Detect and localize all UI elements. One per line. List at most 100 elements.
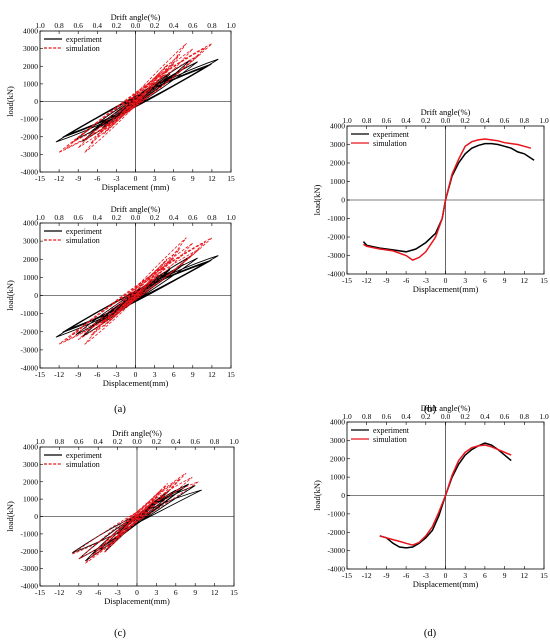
y-tick-label: -1000 bbox=[21, 115, 39, 124]
figure-caption: (a) bbox=[114, 404, 126, 415]
chart-d: -15 -12 -9 -6 -3 0 3 6 9 12 15 1.0 0.8 0.6 0.4 0.2 0.0 0.… bbox=[312, 403, 549, 589]
top-tick-label: 0.4 bbox=[94, 437, 104, 446]
top-tick-label: 0.2 bbox=[112, 21, 122, 30]
x-tick-label: -9 bbox=[383, 276, 389, 285]
top-tick-label: 0.6 bbox=[188, 21, 198, 30]
x-tick-label: 12 bbox=[208, 370, 216, 379]
top-tick-label: 1.0 bbox=[342, 412, 352, 421]
x-tick-label: 9 bbox=[191, 174, 195, 183]
x-tick-label: -6 bbox=[403, 571, 409, 580]
top-axis-label: Drift angle(%) bbox=[111, 12, 161, 22]
x-tick-label: 15 bbox=[540, 276, 548, 285]
x-tick-label: 9 bbox=[191, 370, 195, 379]
simulation-series-line bbox=[363, 138, 532, 261]
x-tick-label: 0 bbox=[134, 370, 138, 379]
y-tick-label: 2000 bbox=[23, 62, 38, 71]
y-tick-label: 3000 bbox=[23, 460, 38, 469]
y-tick-label: 1000 bbox=[23, 273, 38, 282]
y-tick-label: 4000 bbox=[330, 418, 345, 427]
top-tick-label: 0.6 bbox=[191, 437, 201, 446]
top-tick-label: 0.4 bbox=[401, 412, 411, 421]
y-tick-label: 2000 bbox=[330, 454, 345, 463]
y-tick-label: 0 bbox=[34, 291, 38, 300]
y-tick-label: -3000 bbox=[328, 251, 346, 260]
x-tick-label: 0 bbox=[444, 571, 448, 580]
y-axis-label: load(kN) bbox=[312, 480, 322, 511]
x-tick-label: 15 bbox=[540, 571, 548, 580]
x-tick-label: 0 bbox=[444, 276, 448, 285]
x-tick-label: -3 bbox=[423, 571, 429, 580]
x-tick-label: -3 bbox=[114, 588, 120, 597]
legend-label: simulation bbox=[66, 460, 100, 469]
figure-caption: (c) bbox=[114, 628, 126, 639]
y-tick-label: -1000 bbox=[21, 529, 39, 538]
top-tick-label: 0.8 bbox=[54, 21, 64, 30]
top-tick-label: 0.2 bbox=[152, 437, 162, 446]
top-tick-label: 0.2 bbox=[421, 412, 431, 421]
top-tick-label: 0.4 bbox=[169, 213, 179, 222]
figure-caption: (b) bbox=[424, 404, 437, 415]
x-tick-label: -9 bbox=[75, 174, 81, 183]
top-tick-label: 0.8 bbox=[210, 437, 220, 446]
top-tick-label: 0.8 bbox=[520, 116, 530, 125]
x-tick-label: -6 bbox=[403, 276, 409, 285]
y-tick-label: -2000 bbox=[328, 528, 346, 537]
x-tick-label: 9 bbox=[503, 571, 507, 580]
top-tick-label: 0.8 bbox=[55, 437, 65, 446]
top-tick-label: 0.8 bbox=[207, 213, 217, 222]
x-tick-label: -15 bbox=[35, 174, 45, 183]
top-tick-label: 0.0 bbox=[131, 213, 141, 222]
x-tick-label: -3 bbox=[113, 174, 119, 183]
y-tick-label: 3000 bbox=[330, 140, 345, 149]
x-tick-label: -9 bbox=[75, 370, 81, 379]
top-tick-label: 1.0 bbox=[229, 437, 239, 446]
chart-b: -15 -12 -9 -6 -3 0 3 6 9 12 15 1.0 0.8 0.6 0.4 0.2 0.0 0.… bbox=[312, 107, 549, 294]
y-tick-label: 1000 bbox=[23, 495, 38, 504]
y-tick-label: 4000 bbox=[23, 27, 38, 36]
x-tick-label: -6 bbox=[95, 588, 101, 597]
top-tick-label: 0.2 bbox=[421, 116, 431, 125]
top-tick-label: 0.0 bbox=[441, 412, 451, 421]
x-tick-label: 3 bbox=[153, 174, 157, 183]
y-axis-label: load(kN) bbox=[312, 184, 322, 215]
y-tick-label: -4000 bbox=[21, 364, 39, 373]
top-tick-label: 1.0 bbox=[539, 412, 549, 421]
y-tick-label: 0 bbox=[341, 491, 345, 500]
top-tick-label: 0.6 bbox=[500, 116, 510, 125]
x-tick-label: -12 bbox=[362, 571, 372, 580]
y-tick-label: -1000 bbox=[21, 309, 39, 318]
top-tick-label: 0.4 bbox=[480, 412, 490, 421]
top-tick-label: 0.8 bbox=[362, 116, 372, 125]
legend-label: simulation bbox=[66, 236, 100, 245]
x-tick-label: -3 bbox=[113, 370, 119, 379]
x-tick-label: -12 bbox=[362, 276, 372, 285]
top-tick-label: 0.6 bbox=[500, 412, 510, 421]
top-axis-label: Drift angle(%) bbox=[421, 107, 471, 117]
x-tick-label: 6 bbox=[483, 571, 487, 580]
simulation-series-line bbox=[58, 237, 213, 345]
y-tick-label: 3000 bbox=[23, 237, 38, 246]
x-tick-label: 15 bbox=[230, 588, 238, 597]
top-axis-label: Drift angle(%) bbox=[111, 204, 161, 214]
y-axis-label: load(kN) bbox=[5, 501, 15, 532]
x-tick-label: 12 bbox=[211, 588, 219, 597]
top-tick-label: 0.8 bbox=[362, 412, 372, 421]
legend-label: simulation bbox=[373, 139, 407, 148]
top-tick-label: 0.4 bbox=[93, 213, 103, 222]
legend-label: simulation bbox=[66, 44, 100, 53]
top-tick-label: 0.8 bbox=[520, 412, 530, 421]
top-tick-label: 1.0 bbox=[35, 21, 45, 30]
legend-label: simulation bbox=[373, 435, 407, 444]
x-tick-label: -6 bbox=[94, 174, 100, 183]
y-tick-label: 4000 bbox=[23, 443, 38, 452]
x-tick-label: 0 bbox=[134, 174, 138, 183]
top-tick-label: 0.4 bbox=[480, 116, 490, 125]
top-tick-label: 0.6 bbox=[74, 213, 84, 222]
top-tick-label: 0.2 bbox=[150, 21, 160, 30]
top-tick-label: 0.6 bbox=[188, 213, 198, 222]
x-tick-label: -15 bbox=[342, 276, 352, 285]
y-tick-label: -4000 bbox=[328, 270, 346, 279]
top-tick-label: 0.4 bbox=[171, 437, 181, 446]
y-tick-label: 1000 bbox=[330, 473, 345, 482]
